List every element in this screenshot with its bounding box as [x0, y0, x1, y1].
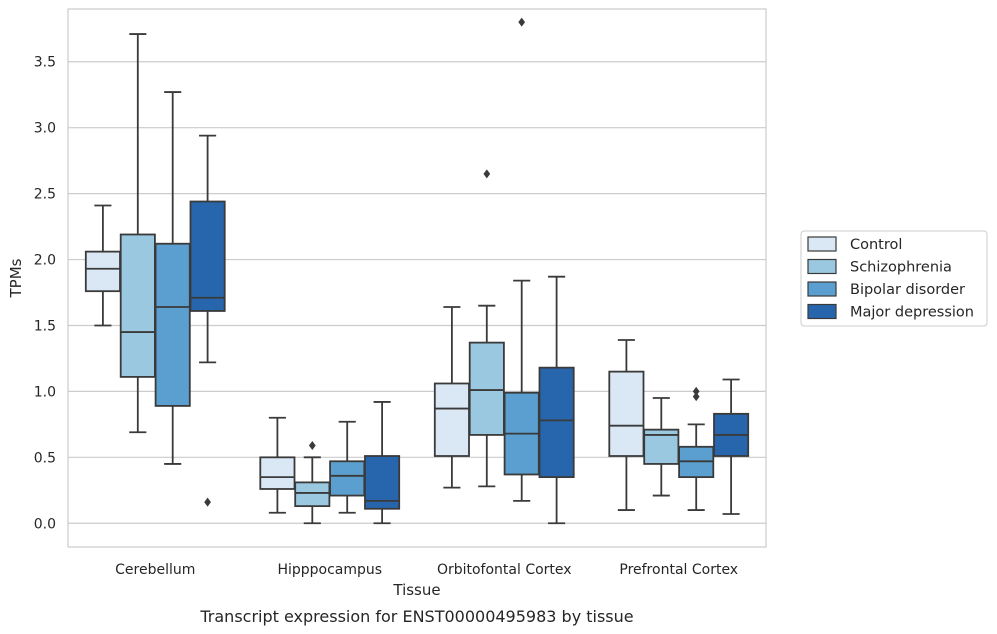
y-tick-label: 1.0 [34, 384, 56, 400]
legend-frame [800, 230, 988, 327]
legend-swatch [807, 303, 837, 320]
box-major-depression [713, 378, 750, 515]
box-bipolar-disorder [154, 91, 191, 465]
x-tick-label: Cerebellum [115, 562, 195, 578]
box-control [433, 306, 470, 489]
box-series [84, 17, 750, 525]
box-schizophrenia [468, 169, 505, 488]
outlier-point [204, 497, 211, 507]
y-tick-label: 2.5 [34, 187, 56, 203]
outlier-point [692, 392, 700, 402]
x-tick-label: Hipppocampus [277, 562, 382, 578]
iqr-box [468, 341, 505, 436]
iqr-box [294, 481, 331, 508]
iqr-box [329, 460, 366, 497]
box-schizophrenia [119, 33, 156, 434]
box-bipolar-disorder [678, 386, 715, 511]
box-major-depression [364, 401, 401, 525]
iqr-box [84, 250, 121, 293]
outlier-point [308, 440, 316, 450]
x-axis-label: Tissue [392, 581, 440, 599]
y-tick-label: 2.0 [34, 253, 56, 269]
y-axis-label: TPMs [7, 258, 25, 298]
legend-swatch [807, 281, 837, 297]
y-tick-label: 0.5 [34, 450, 56, 466]
iqr-box [119, 233, 156, 378]
iqr-box [154, 242, 191, 407]
box-bipolar-disorder [503, 17, 540, 502]
outlier-point [692, 386, 700, 396]
legend-label: Control [850, 237, 902, 253]
box-control [608, 339, 645, 511]
iqr-box [538, 366, 575, 479]
box-major-depression [189, 134, 226, 507]
iqr-box [608, 370, 645, 457]
box-control [84, 204, 121, 327]
y-tick-labels: 0.0 0.5 1.0 1.5 2.0 2.5 3.0 3.5 [34, 55, 56, 533]
outlier-point [518, 17, 526, 27]
x-tick-label: Orbitofontal Cortex [437, 562, 572, 578]
box-schizophrenia [294, 440, 331, 525]
box-major-depression [538, 275, 575, 525]
iqr-box [189, 200, 226, 312]
legend-swatch [807, 258, 837, 275]
x-tick-label: Prefrontal Cortex [619, 562, 738, 578]
legend-label: Schizophrenia [850, 260, 952, 276]
y-tick-label: 0.0 [34, 516, 56, 532]
legend-label: Major depression [850, 305, 974, 321]
box-control [259, 416, 296, 514]
legend: Control Schizophrenia Bipolar disorder Majo… [800, 230, 988, 327]
chart-caption: Transcript expression for ENST0000049598… [199, 607, 633, 626]
outlier-point [483, 169, 491, 179]
iqr-box [433, 382, 470, 457]
y-tick-label: 1.5 [34, 318, 56, 334]
legend-label: Bipolar disorder [850, 282, 965, 298]
legend-swatch [807, 236, 837, 252]
box-bipolar-disorder [329, 420, 366, 514]
x-tick-labels: Cerebellum Hipppocampus Orbitofontal Corte… [115, 562, 738, 578]
box-schizophrenia [643, 397, 680, 497]
iqr-box [259, 456, 296, 490]
y-tick-label: 3.0 [34, 121, 56, 137]
y-tick-label: 3.5 [34, 55, 56, 71]
